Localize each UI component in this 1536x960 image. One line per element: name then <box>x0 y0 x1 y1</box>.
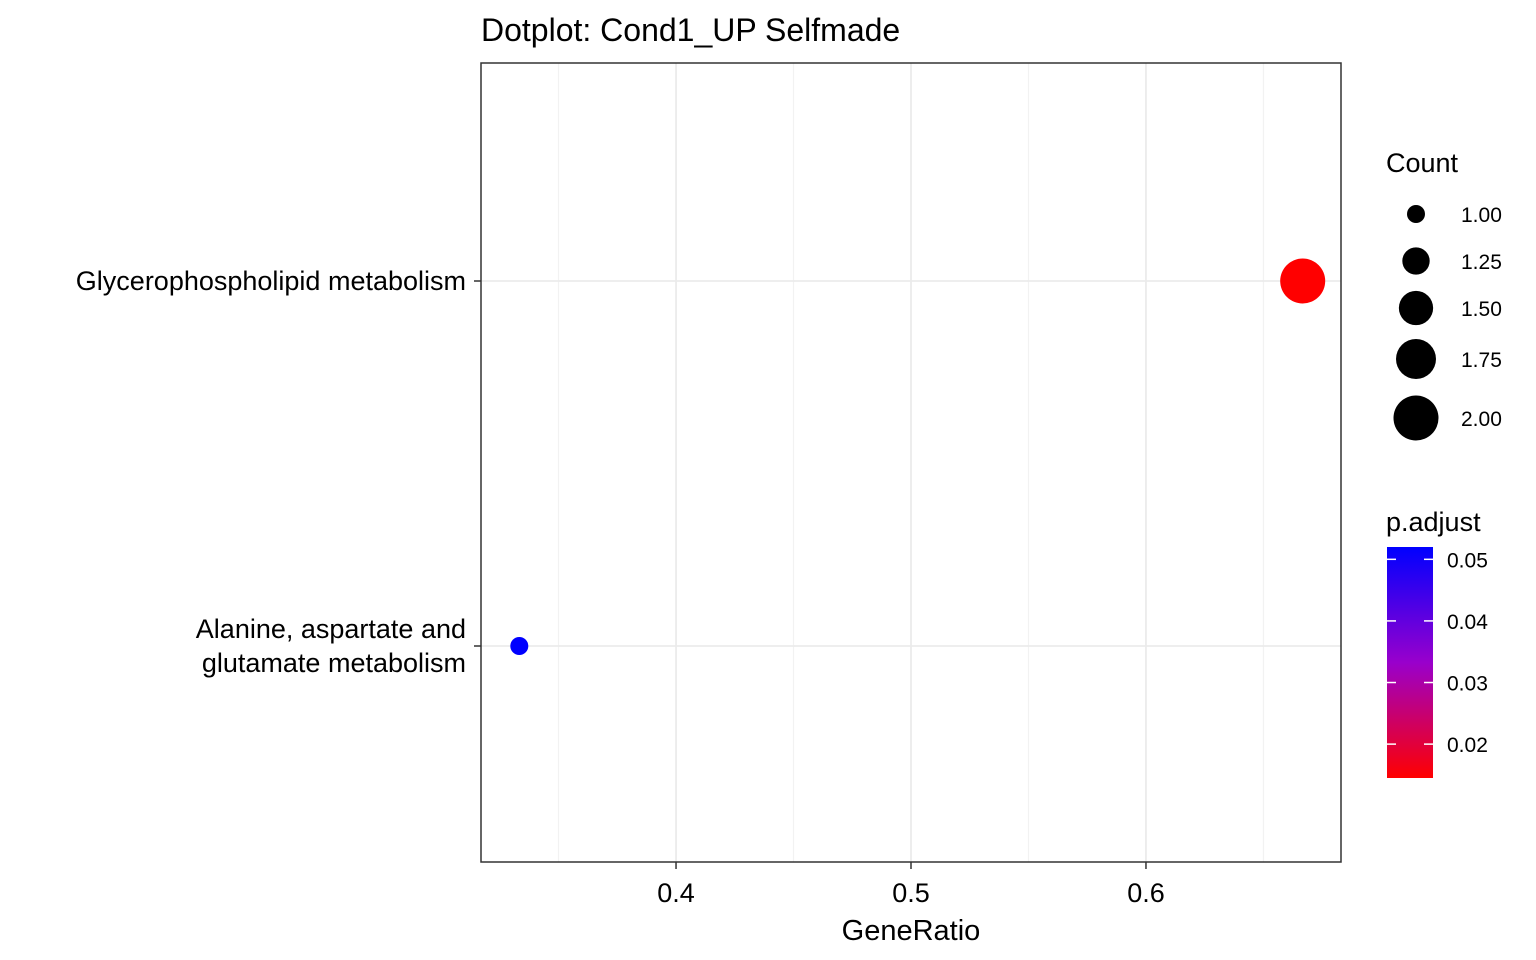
x-tick-label-0: 0.4 <box>657 878 695 908</box>
minor-gridlines <box>557 63 1265 862</box>
x-tick-label-2: 0.6 <box>1127 878 1165 908</box>
y-tick-label-0: Glycerophospholipid metabolism <box>76 266 466 296</box>
colorbar-tick-label-0: 0.05 <box>1447 549 1488 572</box>
x-axis-title: GeneRatio <box>842 915 981 947</box>
data-point-1 <box>510 637 529 655</box>
data-points <box>510 258 1326 655</box>
major-gridlines <box>481 63 1341 862</box>
x-tick-label-1: 0.5 <box>892 878 930 908</box>
data-point-0 <box>1280 258 1326 304</box>
count-legend: Count 1.00 1.25 1.50 1.75 2.00 <box>1386 148 1502 441</box>
y-tick-label-1: Alanine, aspartate and glutamate metaboli… <box>196 614 466 678</box>
x-axis: 0.4 0.5 0.6 <box>657 862 1165 908</box>
p-adjust-colorbar <box>1387 547 1433 778</box>
y-axis: Glycerophospholipid metabolism Alanine, a… <box>76 266 481 678</box>
count-legend-label-4: 2.00 <box>1461 408 1502 431</box>
colorbar-tick-label-1: 0.04 <box>1447 611 1488 634</box>
count-legend-title: Count <box>1386 148 1459 178</box>
count-legend-label-0: 1.00 <box>1461 204 1502 227</box>
p-adjust-legend-title: p.adjust <box>1386 507 1481 537</box>
count-legend-label-1: 1.25 <box>1461 251 1502 274</box>
count-legend-label-2: 1.50 <box>1461 298 1502 321</box>
count-legend-key-0 <box>1407 205 1425 223</box>
colorbar-tick-label-3: 0.02 <box>1447 734 1488 757</box>
count-legend-key-2 <box>1398 290 1434 326</box>
colorbar-tick-label-2: 0.03 <box>1447 673 1488 696</box>
count-legend-key-1 <box>1402 247 1430 275</box>
count-legend-key-4 <box>1393 395 1439 441</box>
count-legend-label-3: 1.75 <box>1461 349 1502 372</box>
p-adjust-legend: p.adjust 0.05 0.04 0.03 0.02 <box>1386 507 1488 778</box>
count-legend-key-3 <box>1396 339 1436 379</box>
chart-title: Dotplot: Cond1_UP Selfmade <box>481 12 900 48</box>
